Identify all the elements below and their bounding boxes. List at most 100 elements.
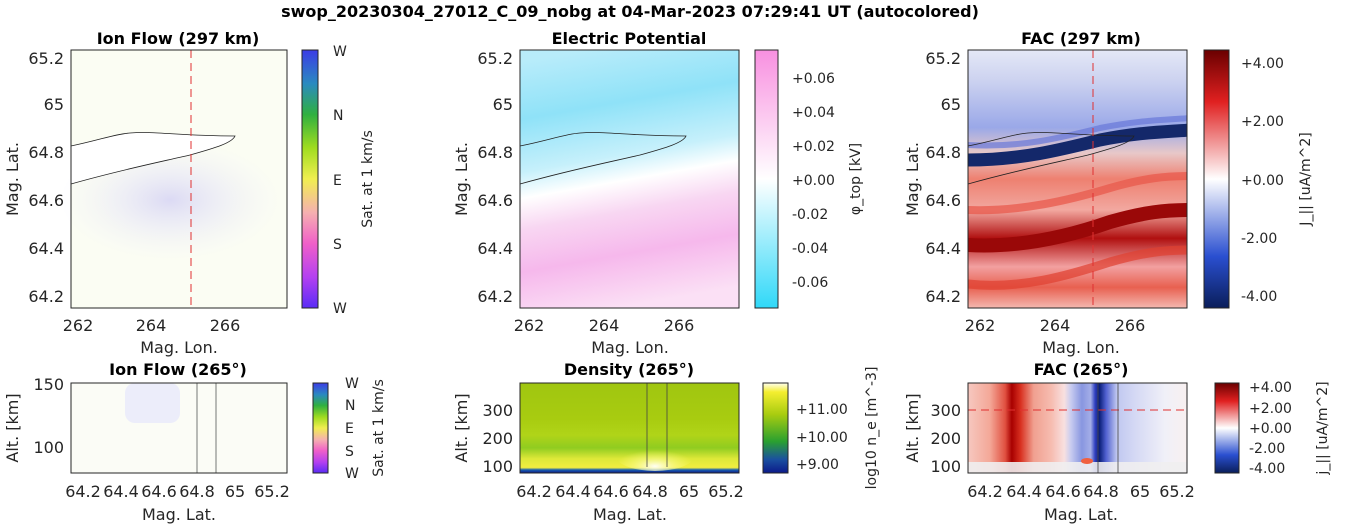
current-sheet-positive — [968, 203, 1187, 253]
fac-bottom-panel: FAC (265°) 300 200 100 64.2 64.4 64.6 64… — [903, 360, 1331, 524]
colorbar-tick: -2.00 — [1241, 231, 1277, 247]
panel-title: Ion Flow (297 km) — [97, 29, 260, 48]
ytick-label: 64.4 — [28, 239, 64, 258]
xtick-label: 64.8 — [1083, 482, 1119, 501]
xtick-label: 64.2 — [516, 482, 552, 501]
colorbar-tick: N — [333, 108, 343, 124]
xtick-label: 65.2 — [254, 482, 290, 501]
xtick-label: 64.8 — [632, 482, 668, 501]
xtick-label: 64.6 — [1045, 482, 1081, 501]
current-sheet-positive-secondary — [968, 172, 1187, 215]
ytick-label: 64.2 — [477, 287, 513, 306]
colorbar-tick: +9.00 — [796, 457, 839, 473]
ytick-label: 100 — [930, 457, 961, 476]
y-axis-label: Mag. Lat. — [3, 142, 22, 216]
colorbar-tick: E — [333, 173, 342, 189]
flow-region — [125, 383, 180, 423]
xtick-label: 65.2 — [1159, 482, 1195, 501]
xtick-label: 65.2 — [708, 482, 744, 501]
ytick-label: 64.8 — [28, 143, 64, 162]
small-current-patch — [1081, 458, 1093, 464]
xtick-label: 262 — [63, 316, 94, 335]
colorbar-label: J_|| [uA/m^2] — [1298, 132, 1314, 226]
xtick-label: 64.4 — [555, 482, 591, 501]
colorbar-tick: W — [345, 376, 359, 392]
current-sheet-positive-tertiary — [968, 245, 1187, 290]
colorbar-tick: -2.00 — [1249, 441, 1285, 457]
ytick-label: 300 — [930, 401, 961, 420]
y-axis-label: Alt. [km] — [452, 393, 471, 462]
colorbar-tick: +10.00 — [796, 430, 848, 446]
x-axis-label: Mag. Lon. — [591, 338, 669, 357]
colorbar-tick: +4.00 — [1241, 56, 1284, 72]
colorbar-tick: +2.00 — [1241, 114, 1284, 130]
panel-title: FAC (297 km) — [1021, 29, 1141, 48]
arc-contour — [70, 132, 236, 185]
plot-frame — [519, 382, 740, 474]
colorbar-tick: -0.02 — [792, 207, 828, 223]
y-axis-label: Mag. Lat. — [452, 142, 471, 216]
plot-frame — [967, 382, 1188, 474]
ion-flow-bottom-panel: Ion Flow (265°) 150 100 64.2 64.4 64.6 6… — [3, 360, 387, 524]
xtick-label: 64.4 — [103, 482, 139, 501]
colorbar-tick: +0.00 — [792, 173, 835, 189]
xtick-label: 64.2 — [65, 482, 101, 501]
colorbar-tick: -4.00 — [1241, 289, 1277, 305]
colorbar-label: log10 n_e [m^-3] — [864, 367, 880, 490]
ytick-label: 200 — [930, 429, 961, 448]
colorbar — [312, 382, 329, 474]
colorbar-tick: +0.00 — [1249, 421, 1292, 437]
ytick-label: 64.2 — [28, 287, 64, 306]
panel-title: FAC (265°) — [1034, 360, 1129, 379]
colorbar-tick: -4.00 — [1249, 461, 1285, 477]
heatmap-field — [968, 383, 1187, 473]
ytick-label: 64.4 — [477, 239, 513, 258]
y-axis-label: Alt. [km] — [903, 393, 922, 462]
xtick-label: 266 — [664, 316, 695, 335]
xtick-label: 264 — [1040, 316, 1071, 335]
ytick-label: 65 — [493, 95, 513, 114]
arc-contour — [519, 132, 687, 185]
ytick-label: 65.2 — [477, 49, 513, 68]
xtick-label: 262 — [965, 316, 996, 335]
ion-flow-top-panel: Ion Flow (297 km) 65.2 65 64.8 64.6 64.4… — [3, 29, 376, 357]
xtick-label: 262 — [514, 316, 545, 335]
colorbar-label: Sat. at 1 km/s — [360, 130, 376, 228]
colorbar-tick: +11.00 — [796, 402, 848, 418]
colorbar-tick: W — [345, 466, 359, 482]
current-sheet-negative — [968, 123, 1187, 167]
ytick-label: 65.2 — [28, 49, 64, 68]
xtick-label: 64.8 — [179, 482, 215, 501]
panel-title: Density (265°) — [564, 360, 694, 379]
colorbar — [301, 49, 319, 309]
ytick-label: 64.4 — [925, 239, 961, 258]
colorbar-label: Sat. at 1 km/s — [371, 379, 387, 477]
xtick-label: 264 — [589, 316, 620, 335]
plot-frame — [967, 49, 1188, 309]
heatmap-field — [520, 50, 739, 308]
plot-frame — [519, 49, 740, 309]
ytick-label: 64.8 — [477, 143, 513, 162]
colorbar-tick: +2.00 — [1249, 401, 1292, 417]
ytick-label: 300 — [482, 401, 513, 420]
density-bottom-panel: Density (265°) 300 200 100 64.2 64.4 64.… — [452, 360, 880, 524]
colorbar-tick: N — [345, 398, 355, 414]
colorbar — [754, 49, 779, 309]
low-altitude-band — [968, 462, 1187, 473]
colorbar-tick: E — [345, 421, 354, 437]
colorbar-tick: +0.02 — [792, 139, 835, 155]
ytick-label: 64.6 — [925, 191, 961, 210]
plot-frame — [70, 49, 288, 309]
fac-top-panel: FAC (297 km) 65.2 65 64.8 64.6 64.4 64.2… — [903, 29, 1314, 357]
potential-top-panel: Electric Potential 65.2 65 64.8 64.6 64.… — [452, 29, 864, 357]
arc-contour — [967, 132, 1135, 185]
xtick-label: 65 — [225, 482, 245, 501]
colorbar-tick: +0.04 — [792, 105, 835, 121]
plot-frame — [70, 382, 288, 474]
colorbar — [1203, 49, 1230, 309]
colorbar-tick: +4.00 — [1249, 380, 1292, 396]
ytick-label: 200 — [482, 429, 513, 448]
panel-title: Ion Flow (265°) — [109, 360, 247, 379]
ytick-label: 65.2 — [925, 49, 961, 68]
colorbar — [762, 382, 789, 474]
